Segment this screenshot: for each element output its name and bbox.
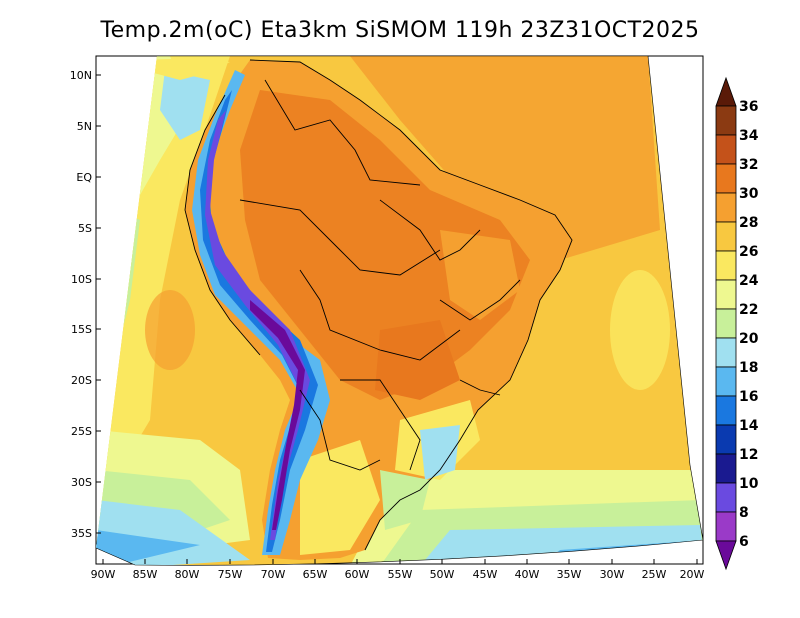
colorbar-bin: [715, 366, 737, 397]
colorbar-arrow-bottom: [715, 540, 737, 571]
colorbar-bin: [715, 337, 737, 368]
colorbar-label: 28: [739, 215, 758, 231]
colorbar-bin: [715, 221, 737, 252]
lon-label: 70W: [261, 568, 286, 581]
lon-label: 25W: [642, 568, 667, 581]
lon-label: 90W: [91, 568, 116, 581]
lat-label: 35S: [71, 527, 92, 540]
colorbar-bin: [715, 192, 737, 223]
lon-label: 50W: [430, 568, 455, 581]
colorbar-bin: [715, 250, 737, 281]
map-title: Temp.2m(oC) Eta3km SiSMOM 119h 23Z31OCT2…: [100, 18, 700, 43]
colorbar-label: 20: [739, 331, 759, 347]
lon-label: 80W: [175, 568, 200, 581]
colorbar: 36 34 32 30 28 26 24 22 20 18 16 14 12 10 8 6: [715, 76, 759, 571]
lat-label: 15S: [71, 323, 92, 336]
colorbar-bin: [715, 163, 737, 194]
colorbar-label: 6: [739, 534, 749, 550]
lat-labels: 10N 5N EQ 5S 10S 15S 20S 25S 30S 35S: [70, 69, 93, 540]
lon-labels: 90W 85W 80W 75W 70W 65W 60W 55W 50W 45W …: [91, 568, 705, 581]
colorbar-label: 10: [739, 476, 759, 492]
lon-label: 30W: [600, 568, 625, 581]
lon-label: 55W: [388, 568, 413, 581]
political-borders: [184, 59, 573, 551]
lon-ticks: [102, 559, 698, 564]
lon-label: 60W: [345, 568, 370, 581]
colorbar-bin: [715, 105, 737, 136]
colorbar-bin: [715, 453, 737, 484]
colorbar-label: 14: [739, 418, 759, 434]
lon-label: 45W: [473, 568, 498, 581]
temperature-field: [96, 56, 703, 566]
lon-label: 40W: [515, 568, 540, 581]
colorbar-label: 36: [739, 99, 758, 115]
lat-label: 10S: [71, 273, 92, 286]
lat-label: EQ: [76, 171, 92, 184]
colorbar-label: 30: [739, 186, 759, 202]
colorbar-bin: [715, 134, 737, 165]
colorbar-label: 24: [739, 273, 759, 289]
colorbar-label: 8: [739, 505, 749, 521]
colorbar-bin: [715, 511, 737, 542]
colorbar-label: 12: [739, 447, 758, 463]
lat-label: 5S: [78, 222, 92, 235]
lat-label: 5N: [77, 120, 92, 133]
colorbar-label: 18: [739, 360, 758, 376]
domain-boundary: [95, 55, 704, 566]
colorbar-bin: [715, 395, 737, 426]
colorbar-label: 16: [739, 389, 758, 405]
colorbar-label: 26: [739, 244, 758, 260]
lon-label: 65W: [303, 568, 328, 581]
lon-label: 75W: [218, 568, 243, 581]
lon-label: 20W: [680, 568, 705, 581]
colorbar-label: 32: [739, 157, 758, 173]
colorbar-arrow-top: [715, 76, 737, 107]
lat-label: 30S: [71, 476, 92, 489]
colorbar-label: 34: [739, 128, 759, 144]
colorbar-bin: [715, 482, 737, 513]
lat-label: 25S: [71, 425, 92, 438]
colorbar-bin: [715, 279, 737, 310]
lon-label: 35W: [557, 568, 582, 581]
lon-label: 85W: [133, 568, 158, 581]
colorbar-label: 22: [739, 302, 758, 318]
lat-label: 20S: [71, 374, 92, 387]
lat-label: 10N: [70, 69, 92, 82]
lat-ticks: [96, 74, 101, 534]
colorbar-bin: [715, 424, 737, 455]
colorbar-bin: [715, 308, 737, 339]
